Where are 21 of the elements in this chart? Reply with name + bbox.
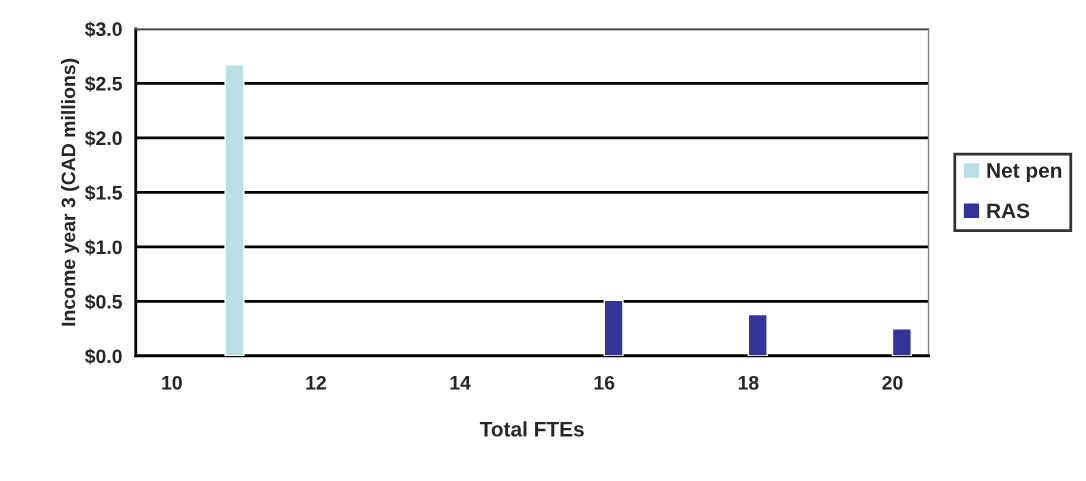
x-tick-label: 14: [450, 376, 471, 390]
y-tick-label: $2.0: [84, 130, 122, 147]
y-tick-label: $1.5: [84, 185, 123, 201]
x-tick-label: 18: [738, 375, 759, 390]
y-tick-label: $3.0: [84, 21, 122, 38]
x-tick-label: 12: [306, 375, 326, 390]
y-tick-label: $1.0: [84, 239, 122, 256]
y-tick-label: $0.0: [84, 348, 122, 365]
bar: [747, 313, 768, 356]
x-tick-label: 10: [162, 375, 182, 390]
y-tick-label: $2.5: [84, 75, 123, 92]
y-tick-label: $0.5: [84, 294, 123, 310]
legend-label: Net pen: [987, 163, 1062, 182]
x-tick-label: 16: [594, 375, 615, 390]
y-axis-title: Income year 3 (CAD millions): [61, 58, 80, 326]
x-tick-label: 20: [882, 375, 903, 390]
bar: [891, 327, 912, 356]
bar: [603, 299, 624, 356]
legend-label: RAS: [987, 203, 1030, 219]
x-axis-title: Total FTEs: [479, 421, 584, 437]
bar: [224, 64, 245, 356]
